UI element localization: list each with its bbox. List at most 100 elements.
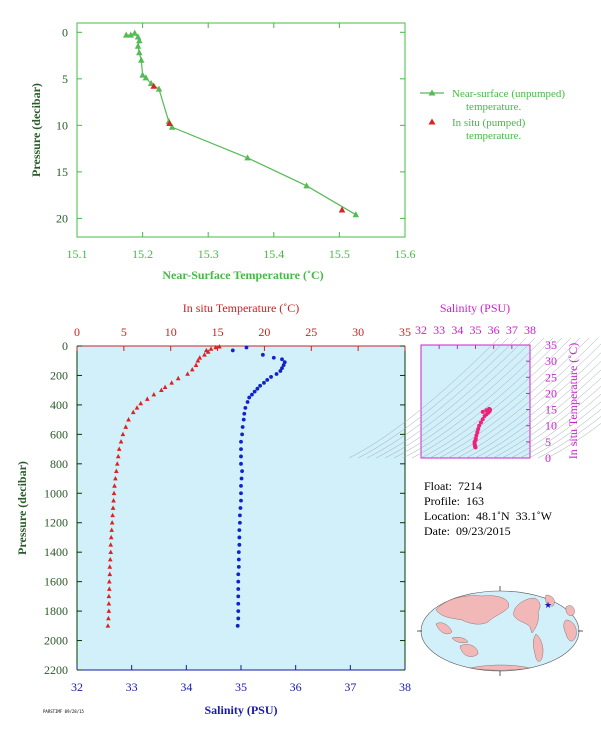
c3-y-tick-label: 5: [545, 435, 551, 449]
c2-temperature-point: [185, 371, 190, 376]
c2-salinity-point: [235, 623, 240, 628]
map-land-antarctica: [469, 664, 531, 671]
date: Date: 09/23/2015: [424, 524, 511, 538]
c2-temperature-point: [108, 549, 114, 555]
c2-salinity-tick-label: 35: [235, 680, 247, 694]
c2-salinity-point: [236, 594, 241, 599]
c2-salinity-point: [236, 565, 241, 569]
c1-x-tick-label: 15.2: [132, 247, 153, 261]
c2-pressure-tick-label: 600: [50, 427, 68, 441]
c2-temperature-point: [123, 424, 129, 429]
legend-near-marker: [428, 89, 436, 96]
c2-temperature-point: [202, 352, 207, 357]
c3-density-contour: [510, 393, 601, 459]
c2-salinity-points: [230, 345, 287, 628]
c2-salinity-point: [245, 400, 250, 404]
float-id: Float: 7214: [424, 479, 483, 493]
c2-temperature-point: [134, 405, 140, 410]
c2-temperature-point: [106, 593, 112, 599]
c3-y-label: In situ Temperature (˚C): [566, 343, 580, 460]
c3-density-contour: [492, 377, 601, 459]
c2-temperature-point: [110, 505, 116, 510]
c3-density-contour: [546, 423, 601, 459]
c2-salinity-point: [239, 461, 243, 466]
c2-salinity-point: [240, 469, 244, 474]
c2-salinity-point: [242, 411, 247, 416]
c1-near-point: [122, 31, 130, 38]
c2-temperature-point: [106, 586, 112, 591]
legend-near-label-2: temperature.: [466, 101, 522, 113]
map-land-europe-west: [565, 605, 575, 616]
c3-density-contour: [501, 385, 601, 459]
map-land-indonesia: [451, 637, 469, 643]
c2-temperature-point: [138, 400, 144, 406]
c2-salinity-point: [278, 369, 283, 373]
c2-salinity-point: [258, 383, 263, 388]
c2-salinity-point: [281, 363, 286, 368]
c2-temperature-tick-label: 35: [399, 325, 411, 339]
c1-in-situ-points: [150, 82, 346, 213]
c1-near-point: [136, 49, 143, 56]
c2-salinity-point: [265, 377, 270, 382]
c2-temperature-point: [130, 409, 136, 415]
c2-salinity-point: [252, 389, 257, 394]
c2-temperature-tick-label: 5: [121, 325, 127, 339]
c2-salinity-point: [243, 405, 248, 410]
c2-temperature-point: [108, 542, 114, 547]
c2-temperature-point: [107, 556, 113, 562]
c2-salinity-point: [282, 360, 287, 365]
c2-salinity-point: [239, 439, 243, 444]
c2-salinity-tick-label: 38: [399, 680, 411, 694]
c2-temperature-point: [106, 601, 112, 606]
c1-near-point: [138, 56, 145, 63]
c3-temperature-axis: 0 5 10 15 20 25 30 35: [526, 338, 557, 465]
c1-near-point: [147, 79, 155, 86]
c1-x-tick-label: 15.5: [329, 247, 350, 261]
c2-pressure-tick-label: 1600: [44, 575, 68, 589]
c3-density-contour: [411, 337, 563, 459]
c2-temperature-point: [205, 349, 211, 354]
c1-x-tick-label: 15.6: [395, 247, 416, 261]
c2-pressure-tick-label: 400: [50, 398, 68, 412]
c2-salinity-point: [247, 395, 252, 400]
c2-temperature-point: [213, 344, 219, 350]
legend-insitu-marker: [428, 118, 436, 125]
c1-y-tick-label: 0: [62, 25, 68, 39]
c3-density-contour: [393, 337, 545, 459]
c3-density-contour: [375, 337, 527, 459]
c3-density-contour: [528, 409, 601, 459]
c1-x-label: Near-Surface Temperature (˚C): [162, 268, 323, 282]
c1-near-point: [352, 211, 360, 218]
c2-temperature-tick-label: 10: [165, 325, 177, 339]
c1-near-point: [131, 29, 138, 36]
c2-salinity-point: [236, 609, 241, 613]
c2-temperature-point: [106, 579, 112, 584]
c3-density-contour: [483, 369, 601, 459]
c2-temperature-point: [162, 384, 168, 390]
float-info-block: Float: 7214 Profile: 163 Location: 48.1˚…: [424, 479, 552, 539]
c3-ts-point: [480, 417, 485, 422]
main-profile-chart: 0 5 10 15 20 25 30 35 32 33 34 35 36 37 38 0 200 400 600…: [15, 301, 411, 717]
c2-temperature-point: [197, 355, 203, 360]
c2-salinity-point: [236, 557, 241, 562]
c1-x-axis: 15.1 15.2 15.3 15.4 15.5 15.6: [67, 23, 416, 261]
c2-temperature-point: [113, 475, 118, 481]
c2-temperature-point: [105, 623, 111, 628]
c3-ts-point: [478, 420, 483, 425]
c2-salinity-point: [239, 484, 243, 488]
c2-salinity-point: [239, 498, 243, 503]
c3-density-contour: [348, 337, 500, 459]
c3-ts-point: [474, 433, 479, 438]
c2-salinity-point: [280, 366, 284, 370]
c1-legend: Near-surface (unpumped) temperature. In …: [420, 88, 565, 142]
c3-y-tick-label: 10: [545, 419, 557, 433]
c1-near-point: [139, 71, 146, 78]
c2-temperature-tick-label: 20: [258, 325, 270, 339]
c3-density-contour: [402, 337, 554, 459]
c3-y-tick-label: 30: [545, 354, 557, 368]
c2-temperature-point: [111, 498, 116, 503]
c3-density-contours: [348, 337, 601, 459]
c1-y-tick-label: 10: [56, 118, 68, 132]
c1-y-axis: 0 5 10 15 20: [56, 25, 405, 225]
